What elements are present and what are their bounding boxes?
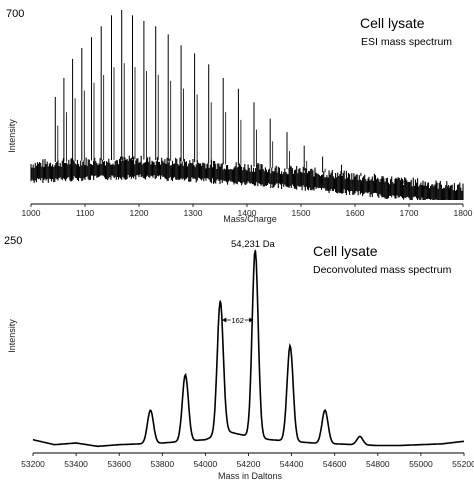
deconv-subtitle: Deconvoluted mass spectrum [313,264,452,276]
deconv-tick-label: 55200 [452,459,474,469]
esi-x-ticks: 1000 1100 1200 1300 1400 1500 1600 1700 1800 [22,204,473,218]
deconv-title: Cell lysate [313,243,378,259]
mass-difference-label: 162 [231,316,244,325]
deconv-spectrum-line [32,250,465,448]
esi-tick-label: 1000 [22,208,41,218]
esi-tick-label: 1200 [130,208,149,218]
deconv-tick-label: 53200 [21,459,45,469]
esi-subtitle: ESI mass spectrum [361,36,452,48]
deconv-ymax-label: 250 [4,235,22,247]
esi-tick-label: 1600 [346,208,365,218]
deconv-x-axis-label: Mass in Daltons [218,471,283,481]
deconv-tick-label: 53600 [107,459,131,469]
deconv-y-axis-label: Intensity [7,319,17,353]
deconv-peak [149,409,151,411]
esi-title: Cell lysate [360,15,425,31]
deconv-tick-label: 54400 [280,459,304,469]
esi-x-axis-label: Mass/Charge [223,214,277,224]
deconv-tick-label: 54000 [194,459,218,469]
arrowhead-left-icon [222,317,227,323]
mass-difference-arrow [222,316,254,324]
peak-mass-annotation: 54,231 Da [231,239,276,250]
deconv-spectrum-trace [32,249,465,448]
deconv-peak [184,374,186,376]
deconv-tick-label: 53800 [150,459,174,469]
esi-tick-label: 1100 [76,208,95,218]
esi-tick-label: 1500 [292,208,311,218]
deconv-tick-label: 55000 [409,459,433,469]
esi-y-axis-label: Intensity [7,119,17,153]
deconv-tick-label: 53400 [64,459,88,469]
deconv-tick-label: 54600 [323,459,347,469]
deconv-peak [289,344,291,347]
deconv-peak [324,409,326,411]
esi-peaks [54,10,452,196]
deconv-peak [359,435,361,438]
esi-tick-label: 1400 [238,208,257,218]
arrowhead-right-icon [249,317,254,323]
esi-tick-label: 1700 [400,208,419,218]
deconv-tick-label: 54200 [237,459,261,469]
esi-panel: 700 Intensity 1000 1100 1200 1300 1400 1500 16… [6,8,473,224]
esi-ymax-label: 700 [6,8,24,20]
deconv-peak [254,249,256,251]
deconv-tick-label: 54800 [366,459,390,469]
deconv-x-ticks: 53200 53400 53600 53800 54000 54200 54400 54600… [21,453,474,469]
esi-tick-label: 1300 [184,208,203,218]
deconv-peak [219,300,221,302]
delta-label-background [230,316,245,324]
deconvoluted-panel: 250 Intensity 53200 53400 53600 53800 54000 5… [4,235,474,481]
esi-spectrum-baseline [30,155,464,200]
esi-tick-label: 1800 [454,208,473,218]
